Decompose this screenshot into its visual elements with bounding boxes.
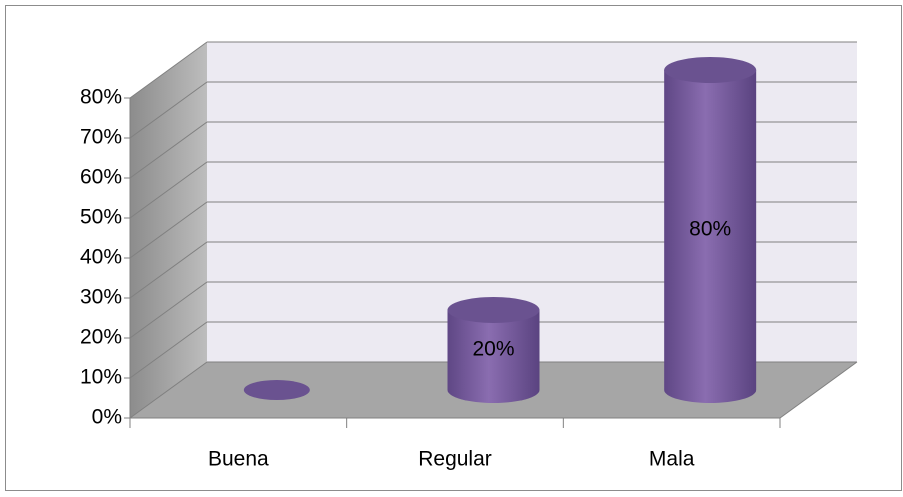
grid-line-side [129,81,208,139]
grid-line-side [129,41,208,99]
grid-line-side [129,281,208,339]
y-tick-label: 50% [80,206,122,229]
grid-line-side [129,361,208,419]
floor-edge [779,361,858,419]
x-tick-label: Mala [649,448,695,471]
y-tick-label: 10% [80,366,122,389]
bar-top [664,57,757,83]
y-tick-label: 0% [92,406,122,429]
y-tick-label: 60% [80,166,122,189]
grid-line-side [129,201,208,259]
y-tick-label: 80% [80,86,122,109]
value-label: 80% [689,218,731,241]
bar [447,310,540,404]
grid-line-side [129,241,208,299]
bar-top [243,380,310,400]
y-tick-label: 70% [80,126,122,149]
grid-line-side [129,161,208,219]
value-label: 20% [472,338,514,361]
y-tick-label: 40% [80,246,122,269]
grid-line-side [129,321,208,379]
bar-top [447,297,540,323]
x-tick-label: Regular [418,448,492,471]
x-tick-label: Buena [208,448,269,471]
y-tick-label: 20% [80,326,122,349]
bar [664,70,757,403]
grid-line-side [129,121,208,179]
y-tick-label: 30% [80,286,122,309]
